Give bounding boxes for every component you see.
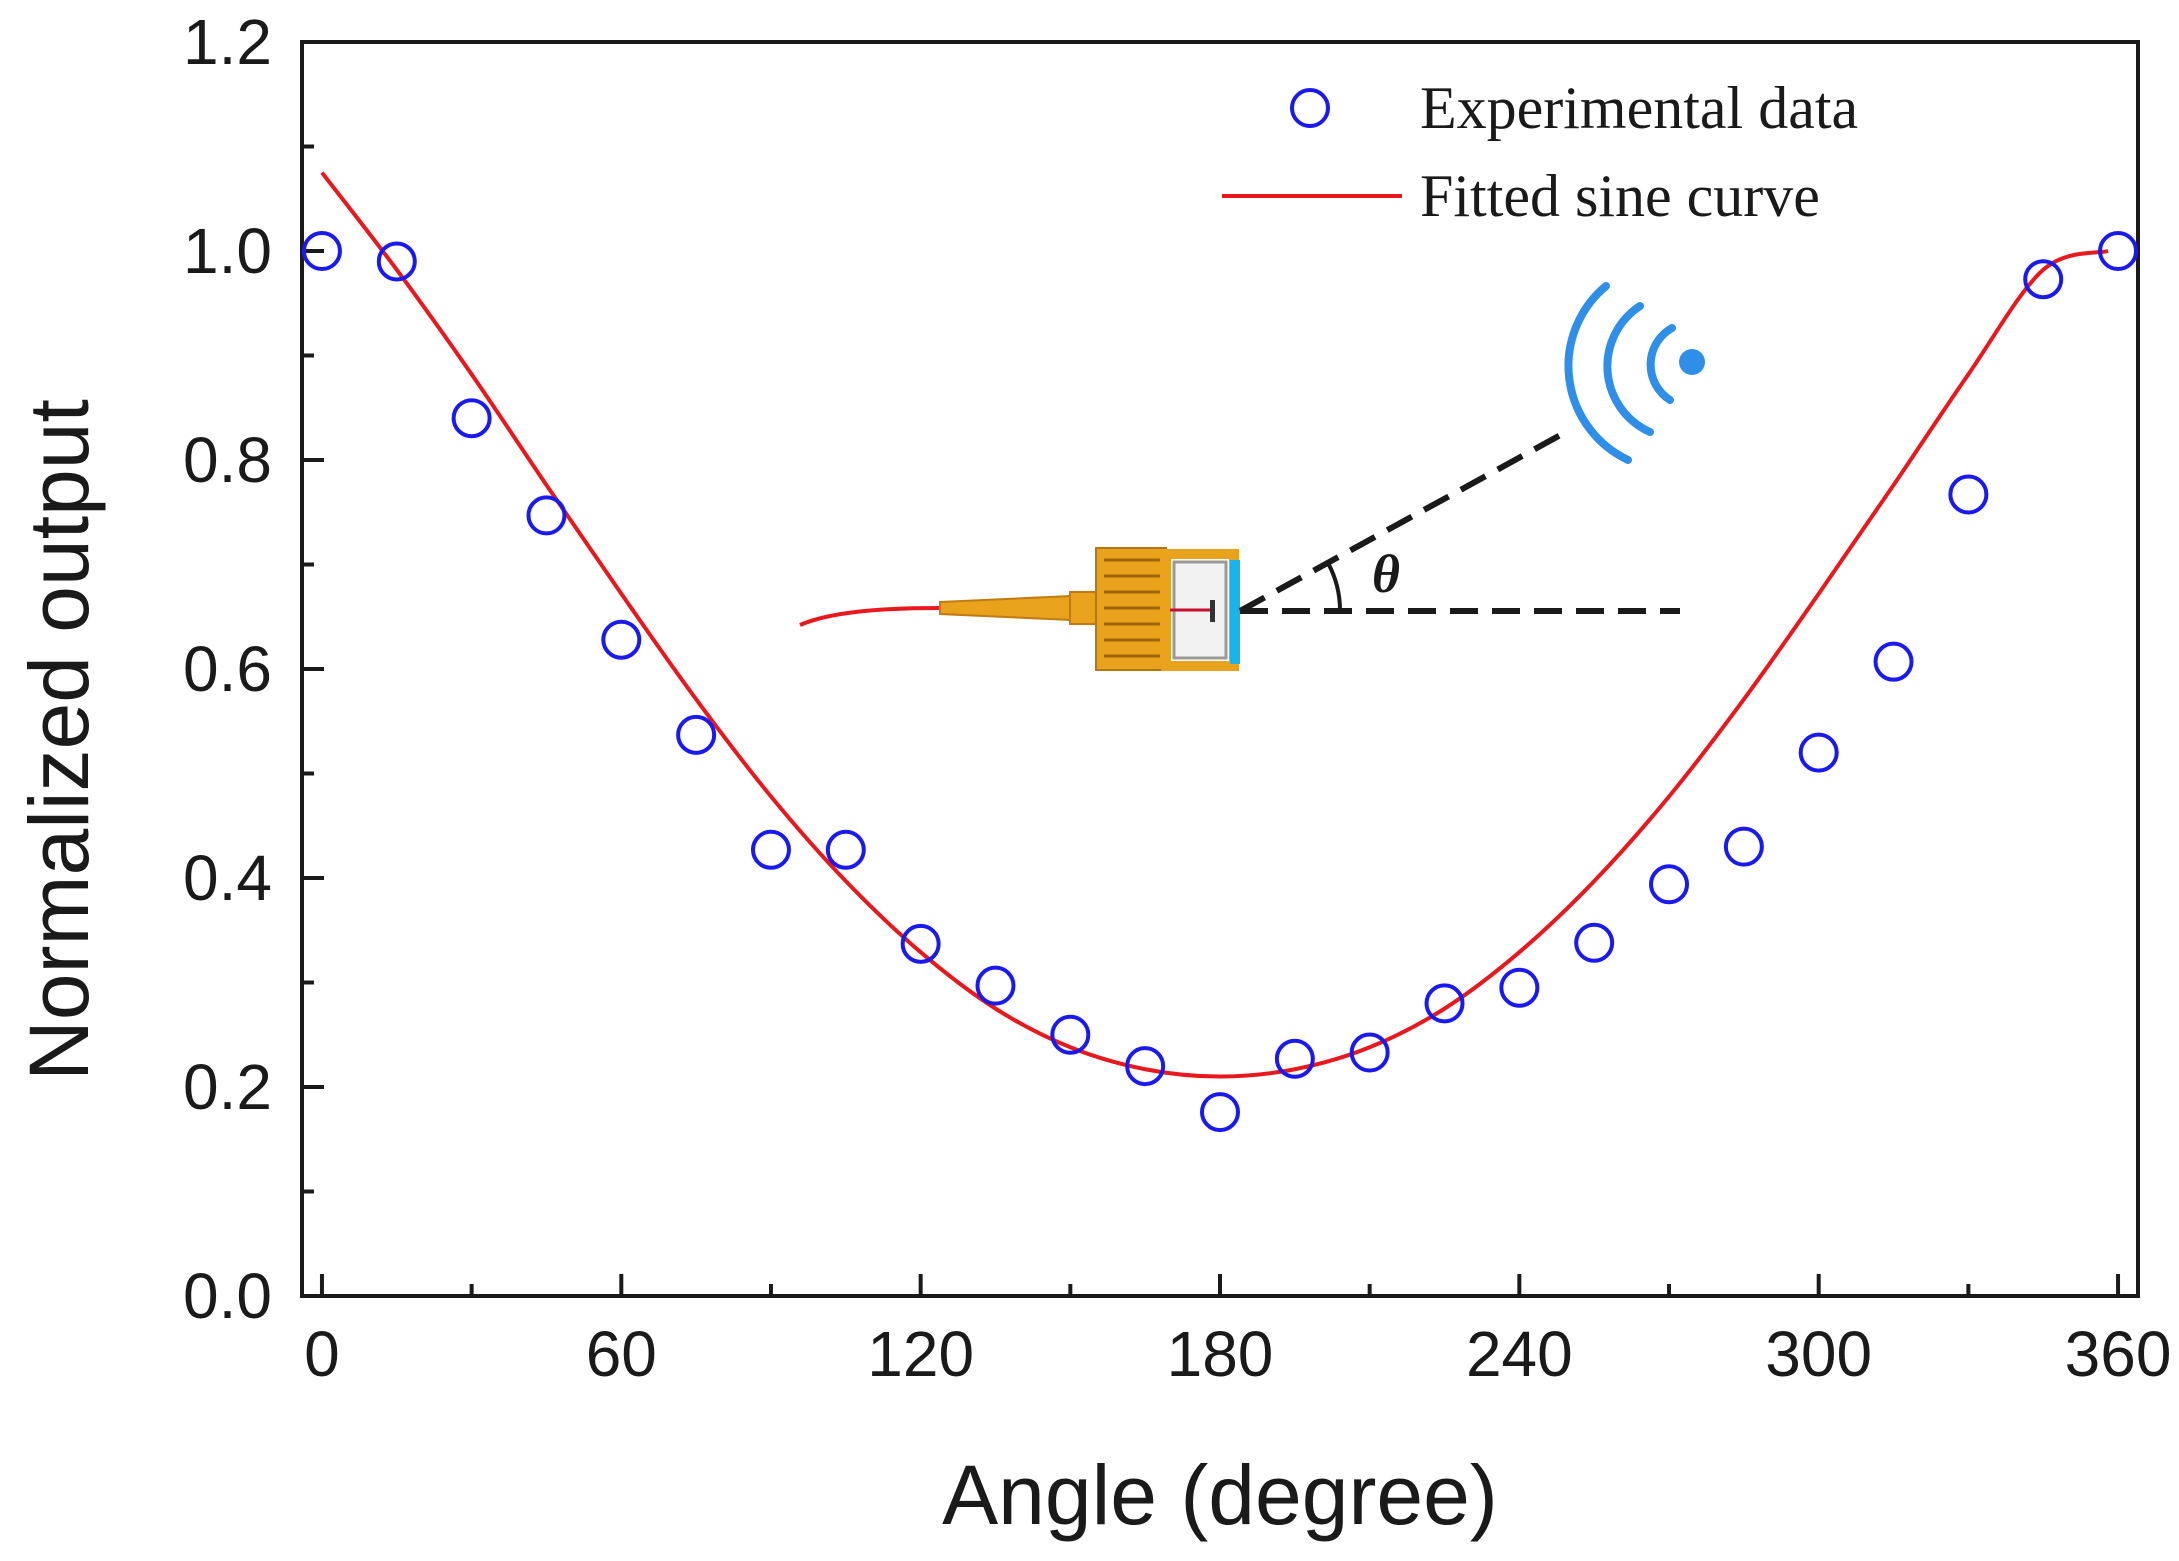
y-axis-tick-labels: 0.0 0.2 0.4 0.6 0.8 1.0 1.2 xyxy=(183,6,272,1332)
y-tick-label: 1.2 xyxy=(183,6,272,78)
x-tick-label: 0 xyxy=(304,1318,340,1390)
y-axis-ticks xyxy=(302,40,324,1298)
data-point xyxy=(1274,1038,1315,1079)
angle-indicator: θ xyxy=(1238,429,1680,614)
legend-label-fitted: Fitted sine curve xyxy=(1420,163,1820,229)
y-axis-title: Normalized output xyxy=(12,399,106,1081)
data-point xyxy=(2023,259,2064,300)
y-tick-label: 1.0 xyxy=(183,215,272,287)
x-tick-label: 360 xyxy=(2065,1318,2172,1390)
data-point xyxy=(376,241,417,282)
data-point xyxy=(750,829,791,870)
data-point xyxy=(1649,864,1690,905)
data-point xyxy=(1499,967,1540,1008)
legend-marker-experimental xyxy=(1290,88,1330,128)
theta-label: θ xyxy=(1372,544,1400,604)
fitted-sine-curve-line xyxy=(320,171,2109,1079)
fiber-sensor-icon xyxy=(799,547,1240,671)
data-point xyxy=(1798,732,1839,773)
x-tick-label: 120 xyxy=(867,1318,974,1390)
data-point xyxy=(1125,1046,1166,1087)
data-point xyxy=(1574,922,1615,963)
x-tick-label: 240 xyxy=(1466,1318,1573,1390)
x-axis-tick-labels: 0 60 120 180 240 300 360 xyxy=(304,1318,2171,1390)
x-tick-label: 300 xyxy=(1765,1318,1872,1390)
data-point xyxy=(900,923,941,964)
legend: Experimental data Fitted sine curve xyxy=(1222,75,1858,229)
y-tick-label: 0.4 xyxy=(183,842,272,914)
acoustic-source-icon xyxy=(1564,282,1705,464)
data-point xyxy=(676,714,717,755)
data-point xyxy=(975,965,1016,1006)
y-tick-label: 0.0 xyxy=(183,1260,272,1332)
data-point xyxy=(1948,474,1989,515)
x-axis-ticks xyxy=(319,1274,2121,1296)
x-axis-title: Angle (degree) xyxy=(942,1448,1498,1542)
data-point xyxy=(1050,1014,1091,1055)
data-point xyxy=(601,619,642,660)
data-point xyxy=(2098,231,2139,271)
data-point xyxy=(1873,641,1914,682)
data-point xyxy=(1424,983,1465,1024)
x-tick-label: 180 xyxy=(1167,1318,1274,1390)
data-point xyxy=(1349,1032,1390,1073)
data-point xyxy=(1200,1092,1240,1133)
source-direction-dashed-line xyxy=(1238,429,1568,614)
data-point xyxy=(301,231,342,271)
data-point xyxy=(1723,826,1764,867)
data-point xyxy=(526,495,567,536)
y-tick-label: 0.2 xyxy=(183,1051,272,1123)
data-point xyxy=(451,398,492,439)
y-tick-label: 0.8 xyxy=(183,424,272,496)
data-point xyxy=(825,829,866,870)
y-tick-label: 0.6 xyxy=(183,633,272,705)
x-tick-label: 60 xyxy=(586,1318,657,1390)
legend-label-experimental: Experimental data xyxy=(1420,75,1858,141)
angle-arc xyxy=(1326,562,1343,612)
experimental-data-markers xyxy=(301,231,2139,1133)
